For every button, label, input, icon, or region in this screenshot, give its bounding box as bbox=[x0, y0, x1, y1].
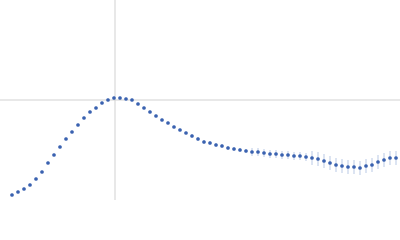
data-point bbox=[130, 98, 134, 102]
data-point bbox=[394, 156, 398, 160]
data-point bbox=[376, 160, 380, 164]
data-point bbox=[160, 118, 164, 122]
data-point bbox=[16, 190, 20, 194]
data-point bbox=[256, 150, 260, 154]
data-point bbox=[118, 96, 122, 100]
data-point bbox=[28, 183, 32, 187]
data-point bbox=[244, 149, 248, 153]
data-point bbox=[370, 163, 374, 167]
data-point bbox=[286, 153, 290, 157]
data-point bbox=[304, 155, 308, 159]
data-point bbox=[322, 159, 326, 163]
data-point bbox=[70, 130, 74, 134]
data-point bbox=[88, 110, 92, 114]
data-point bbox=[136, 102, 140, 106]
data-point bbox=[10, 193, 14, 197]
data-point bbox=[334, 163, 338, 167]
data-point bbox=[328, 161, 332, 165]
data-point bbox=[214, 143, 218, 147]
data-point bbox=[178, 128, 182, 132]
data-point bbox=[58, 145, 62, 149]
data-point bbox=[262, 151, 266, 155]
data-point bbox=[298, 154, 302, 158]
data-point bbox=[208, 141, 212, 145]
data-point bbox=[274, 152, 278, 156]
data-point bbox=[202, 140, 206, 144]
data-point bbox=[148, 110, 152, 114]
data-point bbox=[196, 137, 200, 141]
data-point bbox=[46, 161, 50, 165]
data-point bbox=[94, 106, 98, 110]
data-point bbox=[352, 165, 356, 169]
data-point bbox=[34, 177, 38, 181]
data-point bbox=[280, 153, 284, 157]
data-point bbox=[268, 152, 272, 156]
data-point bbox=[292, 154, 296, 158]
data-point bbox=[316, 157, 320, 161]
data-point bbox=[106, 98, 110, 102]
data-point bbox=[172, 125, 176, 129]
data-point bbox=[82, 116, 86, 120]
data-point bbox=[226, 146, 230, 150]
data-point bbox=[22, 187, 26, 191]
data-point bbox=[340, 164, 344, 168]
data-point bbox=[238, 148, 242, 152]
data-point bbox=[112, 96, 116, 100]
data-point bbox=[190, 134, 194, 138]
data-point bbox=[310, 156, 314, 160]
data-point bbox=[52, 153, 56, 157]
data-point bbox=[250, 150, 254, 154]
data-point bbox=[220, 144, 224, 148]
data-point bbox=[40, 170, 44, 174]
data-point bbox=[388, 156, 392, 160]
data-point bbox=[166, 121, 170, 125]
data-point bbox=[154, 114, 158, 118]
data-point bbox=[382, 158, 386, 162]
data-point bbox=[100, 101, 104, 105]
data-point bbox=[76, 123, 80, 127]
data-point bbox=[232, 147, 236, 151]
data-point bbox=[184, 131, 188, 135]
data-point bbox=[364, 164, 368, 168]
data-point bbox=[64, 137, 68, 141]
data-point bbox=[346, 165, 350, 169]
data-point bbox=[142, 106, 146, 110]
data-point bbox=[358, 166, 362, 170]
chart bbox=[0, 0, 400, 200]
data-point bbox=[124, 97, 128, 101]
